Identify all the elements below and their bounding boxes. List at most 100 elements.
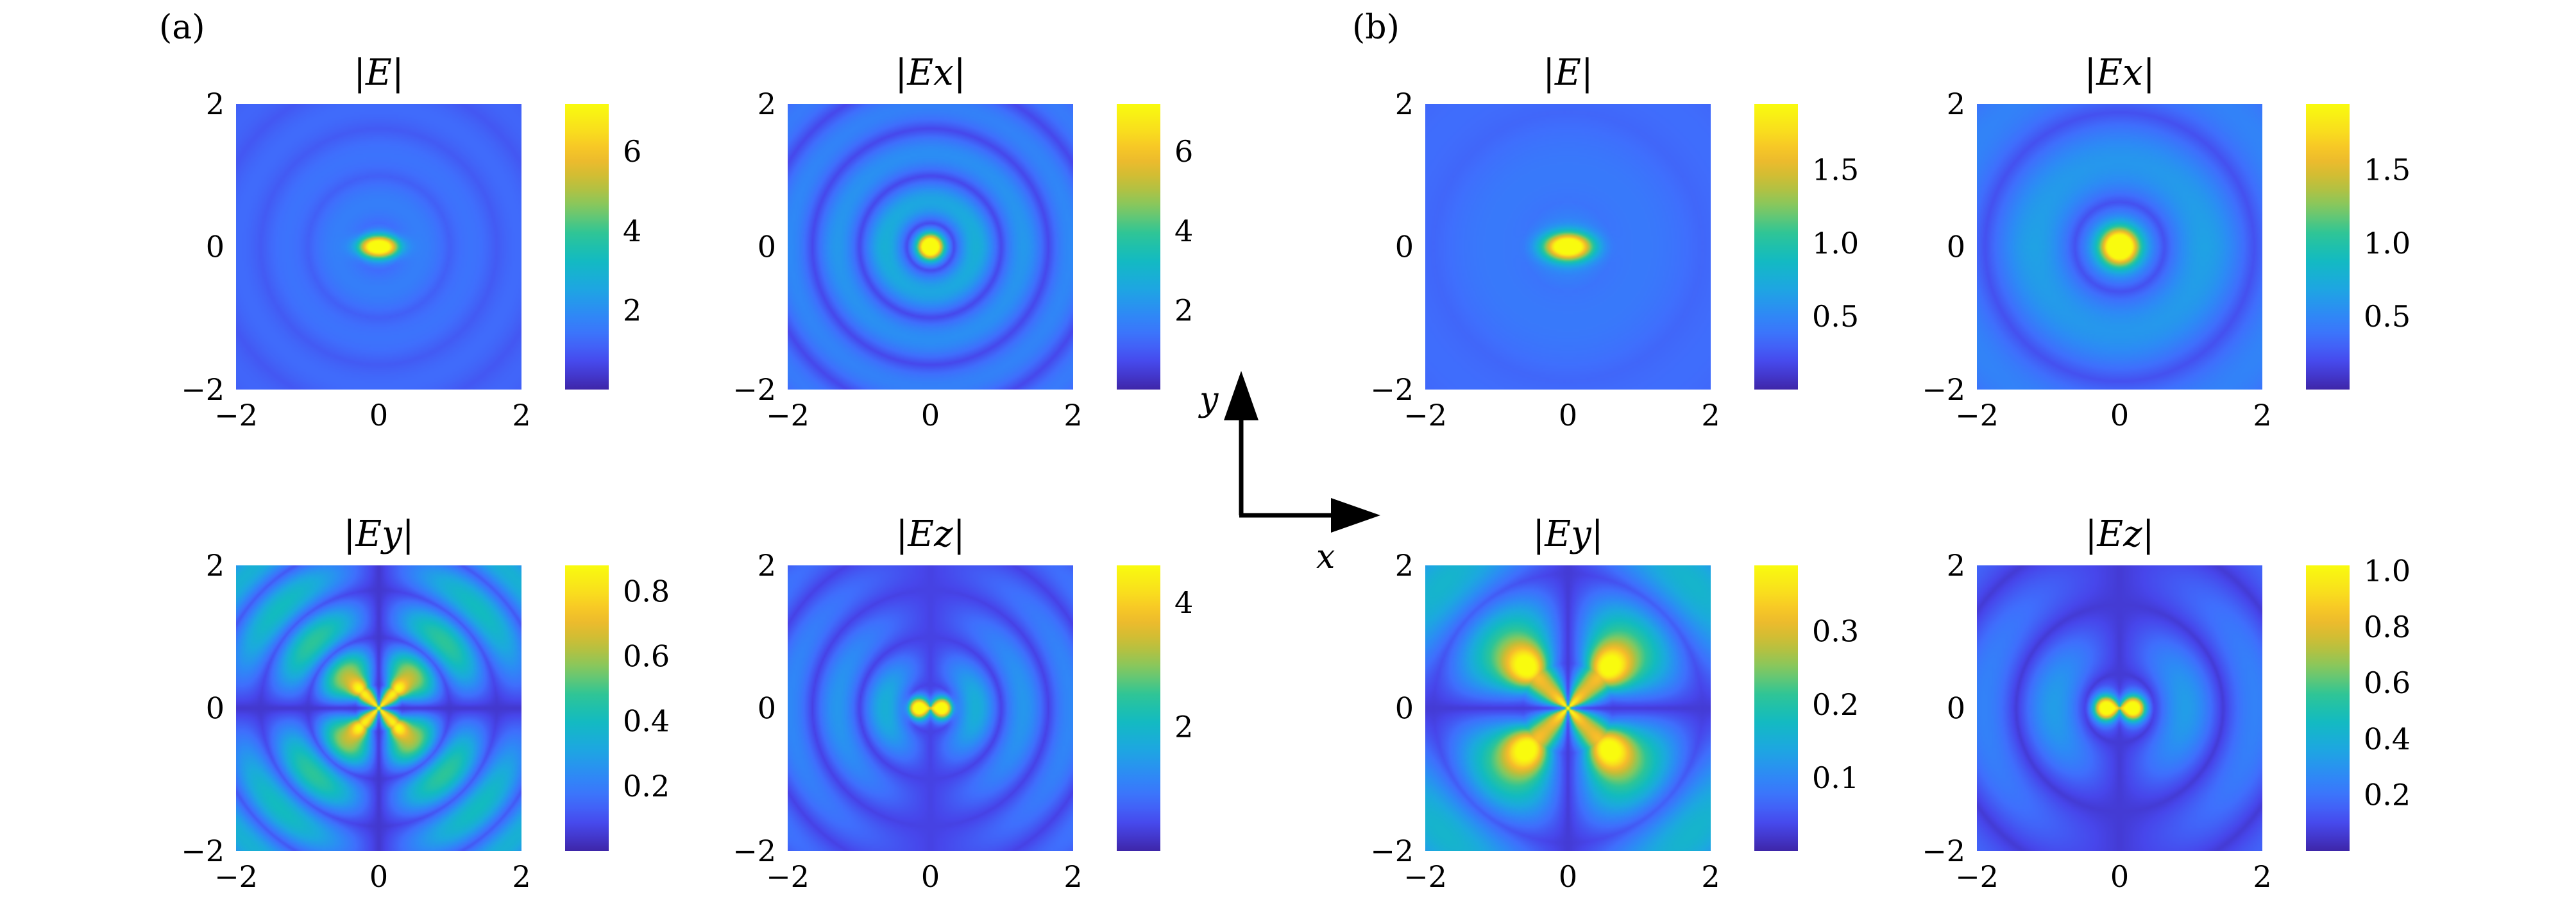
colorbar-tick-label: 1.0	[1812, 226, 1859, 261]
x-tick-label: 0	[1559, 859, 1577, 894]
x-tick-label: −2	[214, 398, 258, 433]
colorbar-tick-label: 0.2	[623, 769, 670, 803]
group-label-a: (a)	[159, 8, 205, 47]
panel-title: |Ex|	[2084, 52, 2155, 94]
colorbar-tick-label: 6	[1174, 134, 1193, 169]
heatmap-image	[788, 565, 1073, 851]
colorbar-tick-label: 0.2	[2364, 778, 2411, 812]
y-axis-letter: y	[1198, 381, 1219, 419]
colorbar-tick-label: 2	[623, 293, 641, 327]
y-tick-label: −2	[1922, 372, 1965, 407]
y-tick-label: −2	[1370, 372, 1414, 407]
y-tick-label: −2	[733, 372, 776, 407]
colorbar-tick-label: 0.5	[2364, 299, 2411, 334]
panel-title: |E|	[353, 52, 404, 94]
x-tick-label: −2	[1403, 859, 1447, 894]
heatmap-panel: |Ez| −2 0 2 −2 0 2 2 4	[733, 513, 1193, 894]
colorbar-tick-label: 0.8	[2364, 610, 2411, 644]
y-tick-label: 2	[1395, 548, 1414, 583]
y-tick-label: 0	[1947, 691, 1965, 726]
x-tick-label: −2	[766, 398, 809, 433]
colorbar-tick-label: 2	[1174, 710, 1193, 744]
colorbar-tick-label: 0.3	[1812, 614, 1859, 649]
colorbar-tick-label: 0.5	[1812, 299, 1859, 334]
y-tick-label: −2	[1922, 834, 1965, 868]
y-tick-label: 0	[206, 691, 225, 726]
colorbar-tick-label: 1.5	[1812, 153, 1859, 187]
x-tick-label: −2	[766, 859, 809, 894]
heatmap-panel: |E| −2 0 2 −2 0 2 2 4 6	[181, 52, 641, 433]
y-tick-label: 0	[1947, 230, 1965, 264]
colorbar-tick-label: 1.0	[2364, 554, 2411, 588]
x-tick-label: 2	[1063, 398, 1082, 433]
y-tick-label: 2	[758, 87, 776, 121]
colorbar	[1117, 565, 1160, 851]
colorbar	[565, 104, 609, 390]
x-tick-label: 0	[369, 859, 388, 894]
colorbar-tick-label: 1.5	[2364, 153, 2411, 187]
heatmap-image	[1977, 565, 2262, 851]
heatmap-panel: |Ex| −2 0 2 −2 0 2 2 4 6	[733, 52, 1193, 433]
y-tick-label: 2	[206, 548, 225, 583]
x-tick-label: 2	[1701, 859, 1720, 894]
x-tick-label: 2	[1701, 398, 1720, 433]
x-tick-label: −2	[1403, 398, 1447, 433]
panel-title: |Ex|	[895, 52, 965, 94]
colorbar-tick-label: 0.6	[623, 639, 670, 674]
x-axis-letter: x	[1316, 538, 1335, 576]
heatmap-image	[236, 104, 521, 390]
x-tick-label: 0	[369, 398, 388, 433]
y-tick-label: 2	[1947, 548, 1965, 583]
heatmap-panel: |E| −2 0 2 −2 0 2 0.5 1.0 1.5	[1370, 52, 1859, 433]
colorbar-tick-label: 0.4	[623, 704, 670, 739]
group-label-b: (b)	[1352, 8, 1400, 47]
panel-title: |Ey|	[343, 513, 414, 555]
colorbar	[1117, 104, 1160, 390]
heatmap-image	[1425, 565, 1711, 851]
heatmap-panels: |E| −2 0 2 −2 0 2 2 4 6 |Ex| −2 0 2 −2 0 2 2 4 6 |Ey| −2 0 2 −2 0…	[181, 52, 2411, 894]
heatmap-image	[1977, 104, 2262, 390]
colorbar-tick-label: 4	[623, 214, 641, 248]
x-tick-label: 0	[2110, 398, 2129, 433]
x-tick-label: 2	[512, 398, 530, 433]
colorbar	[1754, 104, 1798, 390]
y-tick-label: −2	[733, 834, 776, 868]
colorbar-tick-label: 1.0	[2364, 226, 2411, 261]
colorbar-tick-label: 2	[1174, 293, 1193, 327]
colorbar-tick-label: 4	[1174, 585, 1193, 620]
x-tick-label: 2	[2253, 398, 2271, 433]
y-tick-label: 0	[758, 230, 776, 264]
x-tick-label: 2	[2253, 859, 2271, 894]
heatmap-image	[236, 565, 521, 851]
panel-title: |Ez|	[895, 513, 965, 555]
heatmap-image	[1425, 104, 1711, 390]
colorbar-tick-label: 0.2	[1812, 687, 1859, 722]
y-tick-label: 2	[758, 548, 776, 583]
colorbar-tick-label: 0.6	[2364, 665, 2411, 700]
x-tick-label: −2	[1955, 859, 1999, 894]
y-tick-label: 2	[206, 87, 225, 121]
x-tick-label: −2	[1955, 398, 1999, 433]
y-tick-label: −2	[1370, 834, 1414, 868]
panel-title: |E|	[1543, 52, 1593, 94]
panel-title: |Ey|	[1532, 513, 1603, 555]
colorbar	[1754, 565, 1798, 851]
heatmap-panel: |Ey| −2 0 2 −2 0 2 0.1 0.2 0.3	[1370, 513, 1859, 894]
panel-title: |Ez|	[2085, 513, 2154, 555]
x-arrow-head	[1331, 498, 1380, 533]
colorbar-tick-label: 0.8	[623, 574, 670, 608]
axis-indicator: y x	[1198, 371, 1380, 576]
y-arrow-head	[1224, 371, 1258, 420]
y-tick-label: 2	[1395, 87, 1414, 121]
heatmap-panel: |Ex| −2 0 2 −2 0 2 0.5 1.0 1.5	[1922, 52, 2411, 433]
x-tick-label: 2	[512, 859, 530, 894]
heatmap-panel: |Ez| −2 0 2 −2 0 2 0.2 0.4 0.6 0.8 1.0	[1922, 513, 2411, 894]
x-tick-label: 2	[1063, 859, 1082, 894]
x-tick-label: −2	[214, 859, 258, 894]
y-tick-label: 0	[1395, 691, 1414, 726]
x-tick-label: 0	[1559, 398, 1577, 433]
colorbar-tick-label: 4	[1174, 214, 1193, 248]
colorbar-tick-label: 0.4	[2364, 721, 2411, 756]
colorbar	[565, 565, 609, 851]
